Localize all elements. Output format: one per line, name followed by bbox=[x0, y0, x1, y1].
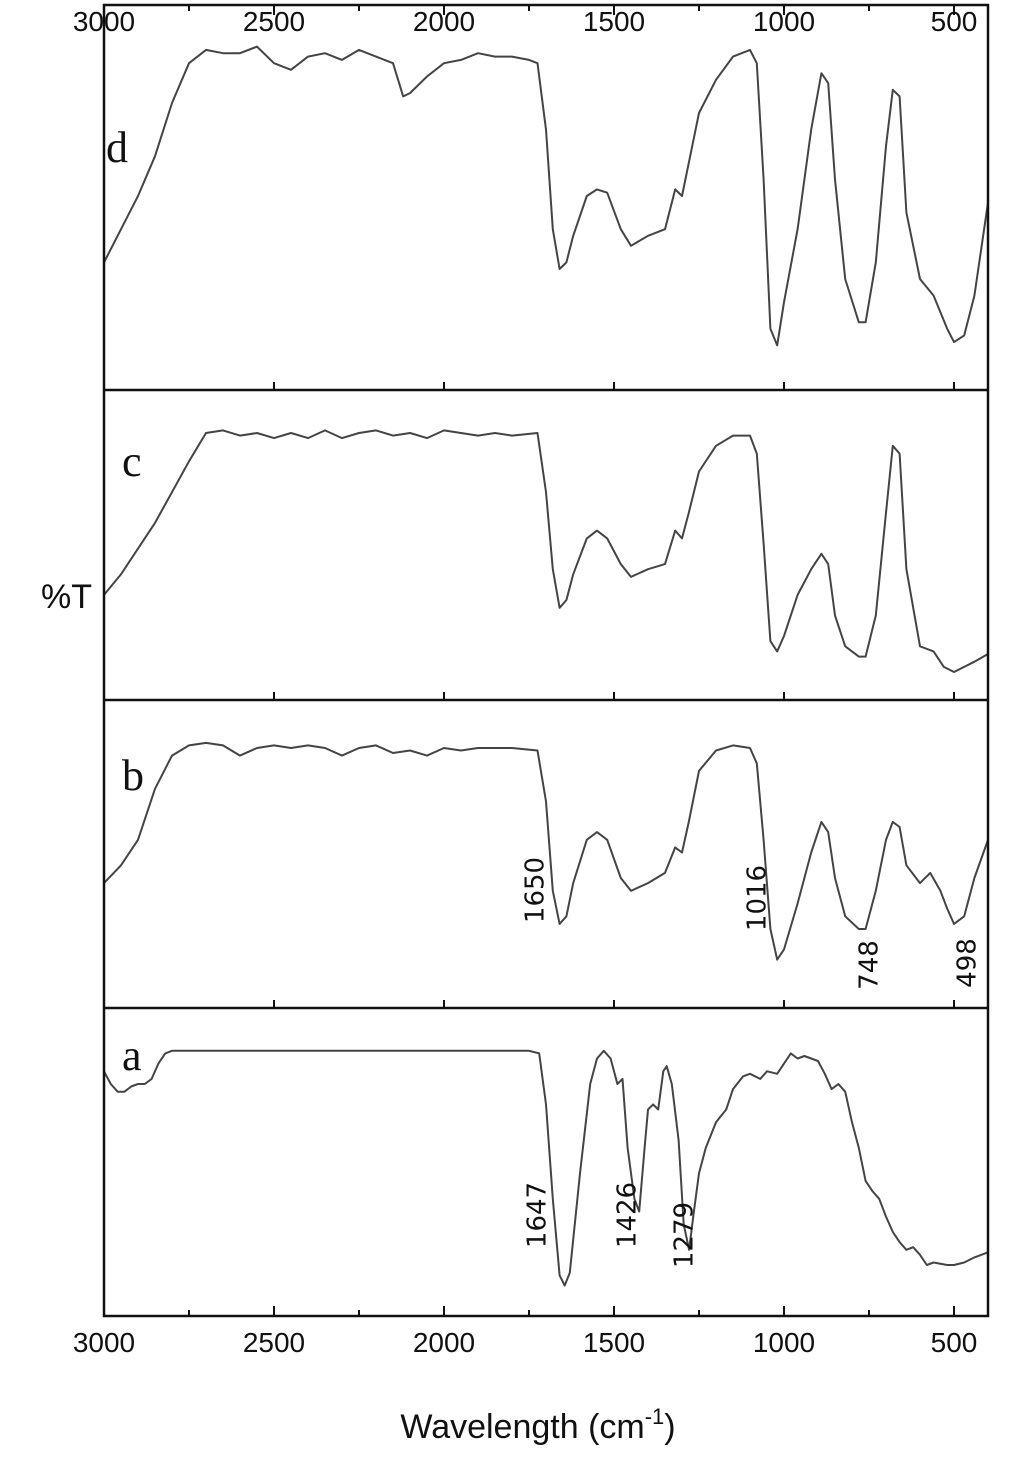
peak-label: 1016 bbox=[743, 865, 773, 931]
panel-label-c: c bbox=[122, 437, 142, 486]
bottom-tick-label: 500 bbox=[931, 1327, 978, 1358]
peak-label: 1650 bbox=[521, 857, 551, 923]
spectra-panels: d c b 1650 1016 748 498 a 1647 1426 1279 bbox=[103, 45, 989, 1287]
panel-label-d: d bbox=[106, 123, 128, 172]
panel-c: c bbox=[103, 382, 989, 673]
spectrum-line-c bbox=[103, 429, 989, 673]
bottom-tick-label: 2500 bbox=[243, 1327, 305, 1358]
peak-label: 498 bbox=[953, 938, 983, 988]
y-axis-title: %T bbox=[41, 578, 92, 616]
bottom-x-axis: 3000 2500 2000 1500 1000 500 bbox=[73, 1306, 978, 1358]
top-tick-label: 2000 bbox=[413, 6, 475, 37]
x-axis-title-suffix: ) bbox=[664, 1408, 675, 1446]
bottom-tick-label: 3000 bbox=[73, 1327, 135, 1358]
x-axis-title-superscript: -1 bbox=[645, 1404, 665, 1429]
peak-label: 1279 bbox=[670, 1202, 700, 1268]
panel-b: b 1650 1016 748 498 bbox=[103, 692, 989, 990]
bottom-tick-label: 1000 bbox=[753, 1327, 815, 1358]
peak-label: 1426 bbox=[613, 1182, 643, 1248]
bottom-tick-label: 2000 bbox=[413, 1327, 475, 1358]
peak-label: 1647 bbox=[523, 1182, 553, 1248]
x-axis-title-main: Wavelength (cm bbox=[400, 1408, 644, 1446]
spectrum-line-a bbox=[103, 1049, 989, 1287]
panel-label-a: a bbox=[122, 1031, 142, 1080]
peak-label: 748 bbox=[855, 940, 885, 990]
x-axis-title: Wavelength (cm-1) bbox=[400, 1404, 675, 1446]
top-tick-label: 1000 bbox=[753, 6, 815, 37]
panel-d: d bbox=[103, 45, 989, 347]
spectrum-line-b bbox=[103, 741, 989, 961]
top-x-axis: 3000 2500 2000 1500 1000 500 bbox=[73, 5, 978, 37]
plot-frame bbox=[102, 3, 990, 1318]
top-tick-label: 500 bbox=[931, 6, 978, 37]
bottom-tick-label: 1500 bbox=[583, 1327, 645, 1358]
top-tick-label: 1500 bbox=[583, 6, 645, 37]
spectrum-line-d bbox=[103, 45, 989, 347]
panel-a: a 1647 1426 1279 bbox=[103, 1000, 989, 1287]
panel-label-b: b bbox=[122, 751, 144, 800]
top-tick-label: 2500 bbox=[243, 6, 305, 37]
